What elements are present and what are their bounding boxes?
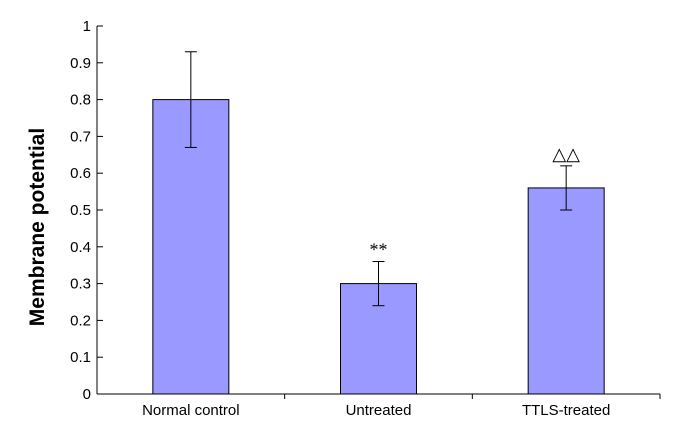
- category-label: TTLS-treated: [522, 402, 610, 419]
- significance-marker: △△: [552, 144, 580, 164]
- y-tick-label: 0.4: [70, 239, 91, 256]
- y-axis-label: Membrane potential: [26, 128, 49, 326]
- y-tick-label: 0.7: [70, 128, 91, 145]
- bar-2: [527, 187, 605, 395]
- y-tick-label: 0.8: [70, 92, 91, 109]
- y-tick-label: 0: [83, 386, 91, 403]
- y-tick-label: 0.5: [70, 202, 91, 219]
- y-tick-label: 0.3: [70, 276, 91, 293]
- plot-area: 0 0.1 0.2 0.3 0.4 0.5 0.6 0.7 0.8 0.9 1 Normal cont…: [70, 18, 661, 419]
- bar-0: [152, 99, 230, 395]
- y-tick-label: 0.9: [70, 55, 91, 72]
- y-tick-label: 0.2: [70, 312, 91, 329]
- significance-marker: **: [370, 240, 388, 260]
- y-tick-label: 1: [83, 18, 91, 35]
- y-tick-label: 0.1: [70, 349, 91, 366]
- category-label: Normal control: [142, 402, 240, 419]
- y-tick-label: 0.6: [70, 165, 91, 182]
- category-label: Untreated: [346, 402, 412, 419]
